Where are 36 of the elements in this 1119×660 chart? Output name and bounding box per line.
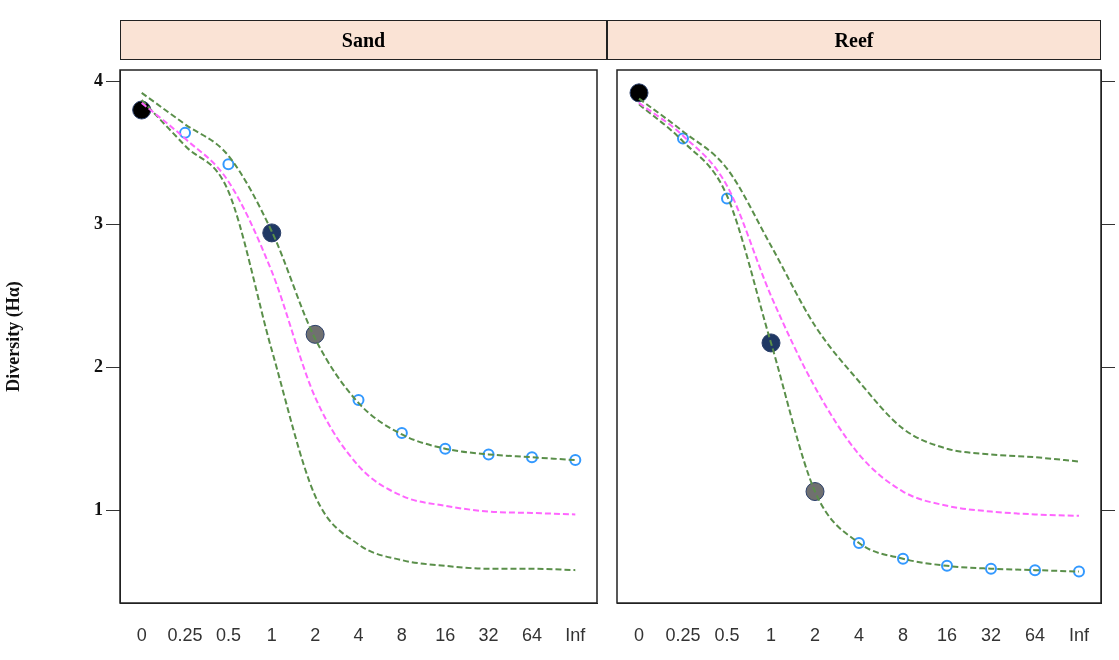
- x-tick-label: Inf: [565, 624, 587, 645]
- chart-title: Reef: [607, 20, 1101, 60]
- x-tick-label: Inf: [1068, 624, 1090, 645]
- y-tick-label: 1: [94, 498, 103, 519]
- point: [1073, 565, 1085, 578]
- x-tick-label: 1: [266, 624, 277, 645]
- x-tick-label: 4: [353, 624, 364, 645]
- x-tick-label: 0: [633, 624, 645, 645]
- point: [805, 482, 825, 502]
- point: [222, 158, 235, 171]
- x-tick-label: 0.25: [167, 624, 203, 645]
- x-tick-label: 1: [765, 624, 777, 645]
- x-tick-label: 32: [478, 624, 499, 645]
- x-tick-label: 8: [897, 624, 909, 645]
- x-tick-label: 0.5: [714, 624, 740, 645]
- chart-title: Sand: [120, 20, 607, 60]
- x-tick-label: 4: [853, 624, 865, 645]
- y-tick-label: 3: [94, 212, 103, 233]
- point: [262, 223, 282, 243]
- x-tick-label: 8: [396, 624, 407, 645]
- x-tick-label: 0.5: [215, 624, 241, 645]
- x-tick-label: 0: [136, 624, 147, 645]
- y-tick-label: 4: [94, 70, 103, 91]
- x-tick-label: 16: [936, 624, 958, 645]
- x-tick-label: 64: [1024, 624, 1046, 645]
- y-axis-title: Diversity (Hα): [3, 281, 25, 392]
- x-tick-label: 32: [980, 624, 1002, 645]
- x-tick-label: 16: [435, 624, 456, 645]
- x-tick-label: 2: [809, 624, 821, 645]
- point: [179, 126, 192, 139]
- y-tick-label: 2: [94, 355, 103, 376]
- x-tick-label: 2: [310, 624, 321, 645]
- point: [305, 324, 325, 344]
- x-tick-label: 64: [521, 624, 542, 645]
- point: [629, 83, 649, 103]
- x-tick-label: 0.25: [665, 624, 701, 645]
